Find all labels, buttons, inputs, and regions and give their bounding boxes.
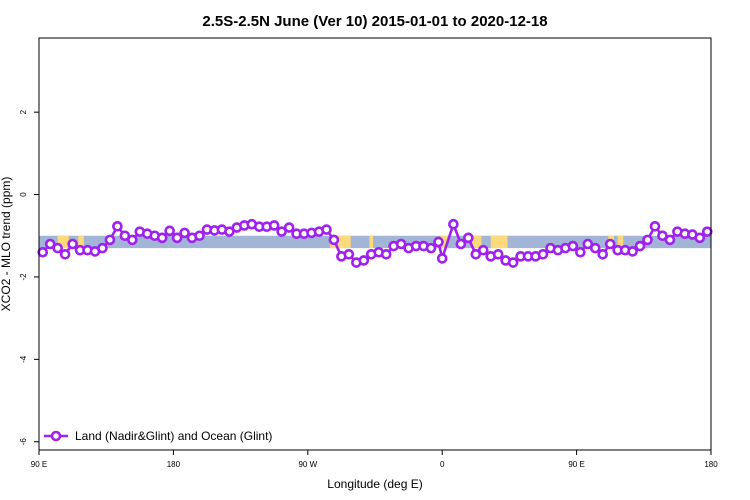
data-point (283, 222, 295, 233)
y-tick-label: 0 (19, 192, 28, 197)
data-point (119, 230, 131, 242)
land-segment (78, 235, 84, 249)
data-point (276, 226, 287, 237)
data-point (395, 238, 407, 250)
data-point (67, 238, 78, 250)
x-axis-label: Longitude (deg E) (327, 477, 422, 491)
data-point (52, 242, 63, 254)
x-tick-label: 90 E (31, 460, 47, 469)
y-tick-label: -4 (19, 355, 28, 363)
data-point (156, 232, 168, 244)
data-point (358, 255, 370, 266)
data-point (604, 238, 616, 250)
land-segment (617, 235, 624, 249)
land-segment (472, 235, 482, 249)
legend: Land (Nadir&Glint) and Ocean (Glint) (44, 429, 272, 443)
data-point (470, 249, 482, 260)
legend-label: Land (Nadir&Glint) and Ocean (Glint) (75, 429, 272, 443)
data-point (634, 240, 646, 252)
data-point (694, 232, 706, 244)
data-point (194, 230, 205, 242)
data-point (433, 236, 444, 248)
x-axis: 90 E 180 90 W 0 90 E 180 (31, 450, 718, 469)
land-segment (490, 235, 508, 249)
data-point (112, 220, 123, 232)
data-point (436, 253, 448, 264)
plot-frame (38, 37, 712, 451)
data-point (507, 257, 519, 268)
data-point (44, 238, 56, 250)
land-segment (57, 235, 69, 249)
x-tick-label: 180 (167, 460, 181, 469)
data-point (104, 234, 116, 246)
data-point (321, 224, 332, 235)
data-point (597, 249, 609, 260)
chart-title: 2.5S-2.5N June (Ver 10) 2015-01-01 to 20… (202, 13, 547, 30)
data-point (455, 238, 467, 250)
x-tick-label: 90 E (568, 460, 584, 469)
data-point (268, 220, 280, 231)
x-tick-label: 90 W (298, 460, 317, 469)
data-point (649, 220, 661, 232)
data-point (328, 234, 340, 246)
x-tick-label: 0 (440, 460, 445, 469)
data-point (448, 218, 459, 230)
data-point (164, 225, 175, 237)
surface-band (39, 235, 711, 249)
y-axis: 2 0 -2 -4 -6 (19, 109, 39, 445)
data-point (567, 240, 579, 252)
data-point (171, 232, 183, 244)
data-point (97, 242, 108, 254)
data-point (343, 249, 355, 260)
data-point (492, 249, 504, 260)
data-point (582, 238, 594, 250)
ocean-band (39, 235, 711, 249)
y-tick-label: -2 (19, 273, 28, 281)
y-tick-label: 2 (19, 109, 28, 114)
land-segment (369, 235, 374, 249)
data-point (380, 249, 392, 260)
x-tick-label: 180 (704, 460, 718, 469)
data-point (425, 242, 437, 254)
legend-marker (50, 430, 62, 442)
data-point (179, 227, 190, 239)
data-point (463, 232, 474, 244)
data-point (575, 246, 586, 258)
y-tick-label: -6 (19, 438, 28, 446)
land-segment (440, 235, 448, 249)
data-point (127, 234, 138, 246)
data-point (59, 249, 71, 260)
data-point (657, 230, 668, 242)
y-axis-label: XCO2 - MLO trend (ppm) (0, 177, 13, 312)
data-point (589, 242, 601, 254)
data-point (477, 244, 489, 256)
data-point (642, 234, 653, 246)
data-point (224, 226, 235, 237)
data-point (37, 246, 49, 258)
data-point (537, 249, 549, 260)
data-point (664, 234, 676, 246)
series-plot (37, 218, 713, 268)
data-point (701, 226, 713, 237)
data-point (627, 246, 638, 257)
